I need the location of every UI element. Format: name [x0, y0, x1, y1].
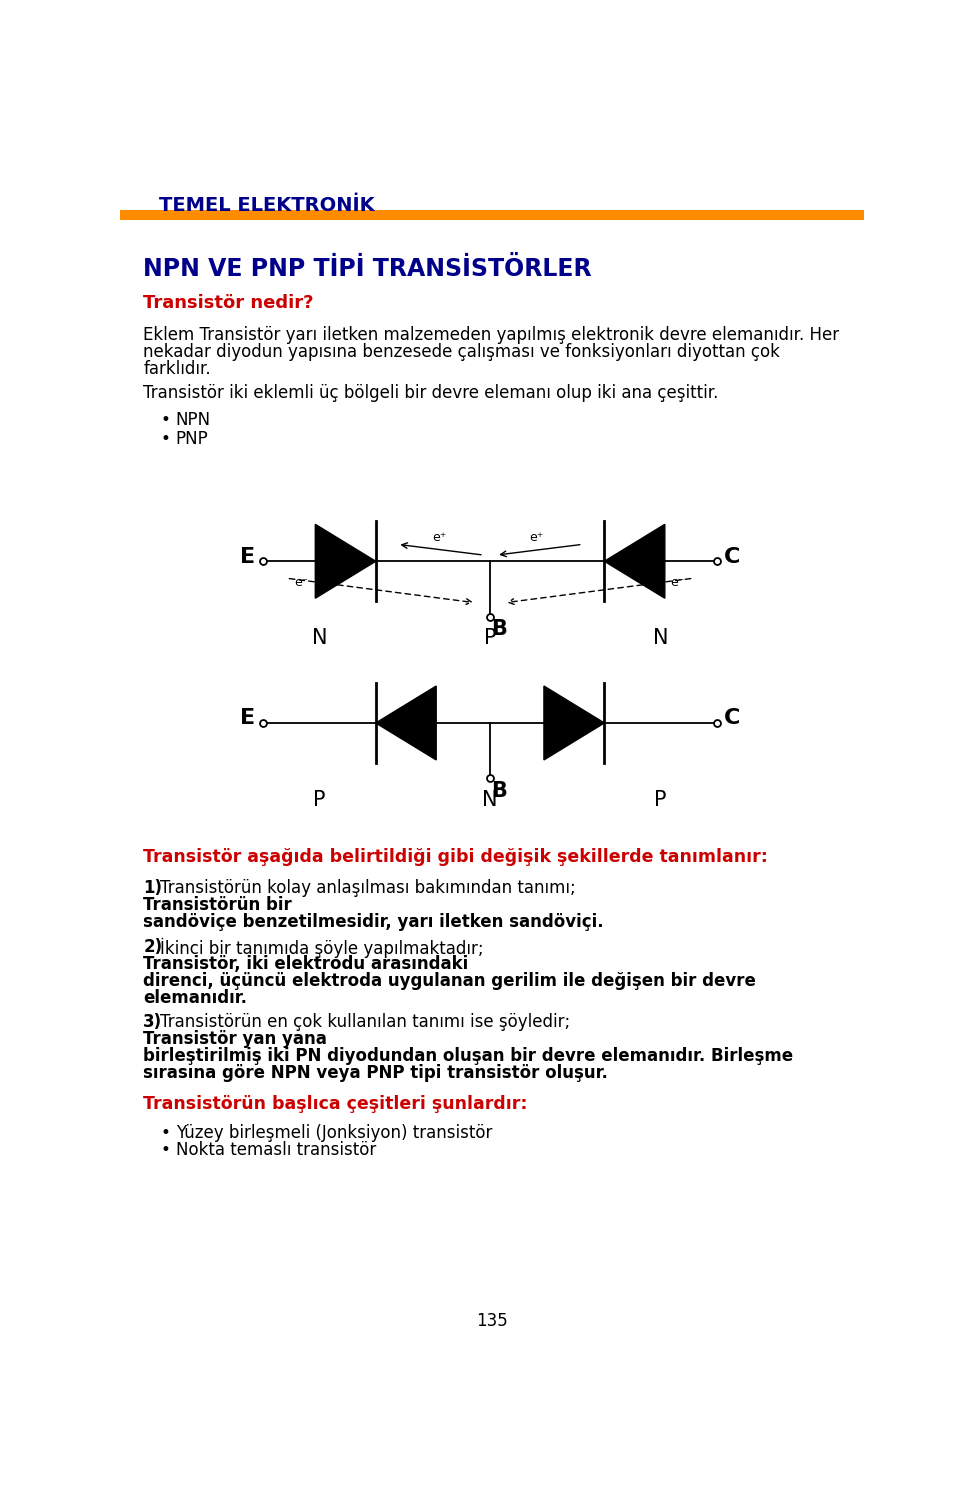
Text: Transistör iki eklemli üç bölgeli bir devre elemanı olup iki ana çeşittir.: Transistör iki eklemli üç bölgeli bir de… [143, 384, 719, 402]
Text: P: P [484, 629, 496, 648]
Text: direnci, üçüncü elektroda uygulanan gerilim ile değişen bir devre: direnci, üçüncü elektroda uygulanan geri… [143, 971, 756, 989]
Polygon shape [605, 524, 665, 599]
Text: NPN VE PNP TİPİ TRANSİSTÖRLER: NPN VE PNP TİPİ TRANSİSTÖRLER [143, 257, 592, 281]
Text: sırasına göre NPN veya PNP tipi transistör oluşur.: sırasına göre NPN veya PNP tipi transist… [143, 1064, 608, 1082]
Text: E: E [240, 546, 255, 567]
Text: P: P [655, 790, 667, 811]
Text: Transistörün en çok kullanılan tanımı ise şöyledir;: Transistörün en çok kullanılan tanımı is… [160, 1013, 576, 1031]
Text: N: N [312, 629, 327, 648]
Text: birleştirilmiş iki PN diyodundan oluşan bir devre elemanıdır. Birleşme: birleştirilmiş iki PN diyodundan oluşan … [143, 1048, 793, 1066]
Text: N: N [653, 629, 668, 648]
Text: C: C [724, 708, 740, 728]
Text: B: B [492, 618, 507, 639]
Text: Transistörün başlıca çeşitleri şunlardır:: Transistörün başlıca çeşitleri şunlardır… [143, 1094, 528, 1112]
Text: TEMEL ELEKTRONİK: TEMEL ELEKTRONİK [158, 195, 374, 215]
Text: P: P [313, 790, 325, 811]
Text: B: B [492, 781, 507, 800]
Text: •: • [160, 411, 170, 429]
Polygon shape [375, 686, 436, 760]
Text: nekadar diyodun yapısına benzesede çalışması ve fonksiyonları diyottan çok: nekadar diyodun yapısına benzesede çalış… [143, 344, 780, 362]
Text: C: C [724, 546, 740, 567]
Text: N: N [482, 790, 498, 811]
Text: Transistörün kolay anlaşılması bakımından tanımı;: Transistörün kolay anlaşılması bakımında… [160, 880, 582, 898]
Text: Yüzey birleşmeli (Jonksiyon) transistör: Yüzey birleşmeli (Jonksiyon) transistör [176, 1124, 492, 1142]
Polygon shape [315, 524, 375, 599]
Text: •: • [160, 1141, 170, 1159]
Text: NPN: NPN [176, 411, 211, 429]
Text: sandöviçe benzetilmesidir, yarı iletken sandöviçi.: sandöviçe benzetilmesidir, yarı iletken … [143, 913, 604, 931]
Text: Transistör nedir?: Transistör nedir? [143, 294, 314, 312]
Text: e⁺: e⁺ [529, 531, 543, 545]
Text: elemanıdır.: elemanıdır. [143, 989, 248, 1007]
Text: Transistör yan yana: Transistör yan yana [143, 1030, 327, 1048]
Text: PNP: PNP [176, 429, 208, 447]
Text: 1): 1) [143, 880, 162, 898]
Text: •: • [160, 429, 170, 447]
Text: Transistör, iki elektrodu arasındaki: Transistör, iki elektrodu arasındaki [143, 955, 468, 973]
Text: 3): 3) [143, 1013, 162, 1031]
Text: e⁺: e⁺ [432, 531, 446, 545]
Text: Transistör aşağıda belirtildiği gibi değişik şekillerde tanımlanır:: Transistör aşağıda belirtildiği gibi değ… [143, 848, 768, 866]
Text: E: E [240, 708, 255, 728]
Text: 2): 2) [143, 938, 162, 956]
Text: Eklem Transistör yarı iletken malzemeden yapılmış elektronik devre elemanıdır. H: Eklem Transistör yarı iletken malzemeden… [143, 326, 839, 344]
Polygon shape [544, 686, 605, 760]
Text: farklıdır.: farklıdır. [143, 360, 211, 378]
Text: Nokta temaslı transistör: Nokta temaslı transistör [176, 1141, 376, 1159]
Text: Transistörün bir: Transistörün bir [143, 896, 292, 914]
Text: İkinci bir tanımıda şöyle yapılmaktadır;: İkinci bir tanımıda şöyle yapılmaktadır; [160, 938, 490, 958]
Text: 135: 135 [476, 1312, 508, 1330]
Text: •: • [160, 1124, 170, 1142]
Text: e⁻: e⁻ [670, 576, 684, 588]
Text: e⁻: e⁻ [295, 576, 309, 588]
Bar [120, 210, 864, 221]
